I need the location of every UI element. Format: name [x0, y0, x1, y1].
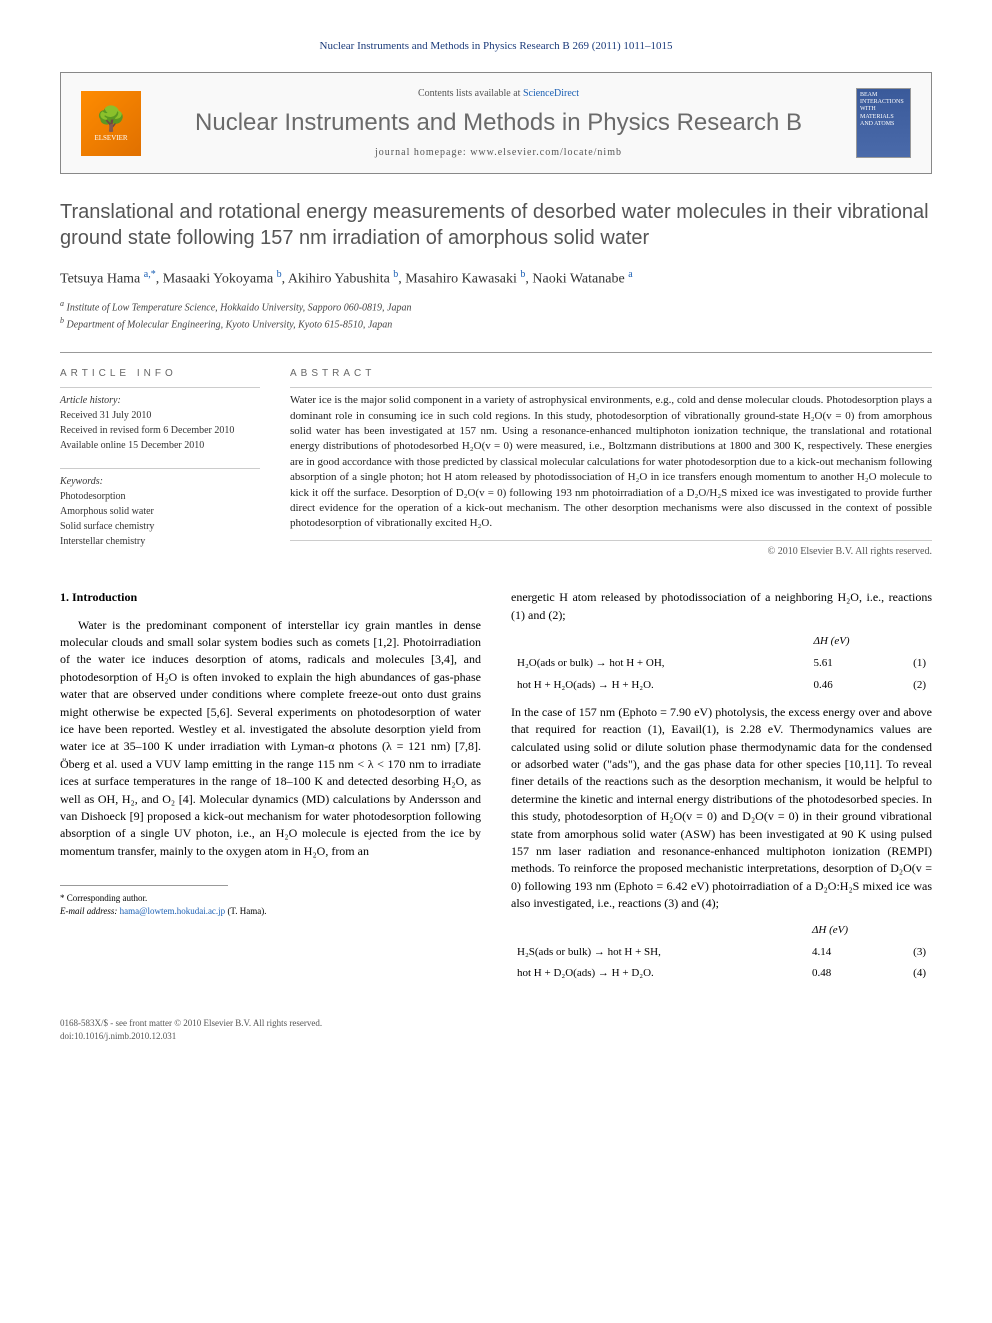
article-title: Translational and rotational energy meas…: [60, 199, 932, 251]
abstract-heading: ABSTRACT: [290, 368, 932, 379]
equations-3-4-table: ΔH (eV) H₂S(ads or bulk) → hot H + SH, 4…: [511, 919, 932, 987]
equation-row-2: hot H + H₂O(ads) → H + H₂O. 0.46 (2): [513, 676, 930, 696]
intro-paragraph-2: energetic H atom released by photodissoc…: [511, 589, 932, 624]
keyword: Amorphous solid water: [60, 504, 260, 519]
equation-row-4: hot H + D₂O(ads) → H + D₂O. 0.48 (4): [513, 964, 930, 984]
equations-1-2-table: ΔH (eV) H₂O(ads or bulk) → hot H + OH, 5…: [511, 630, 932, 698]
corresponding-author-note: * Corresponding author. E-mail address: …: [60, 892, 481, 917]
journal-homepage: journal homepage: www.elsevier.com/locat…: [156, 147, 841, 158]
equation-row-3: H₂S(ads or bulk) → hot H + SH, 4.14 (3): [513, 943, 930, 963]
doi-line: doi:10.1016/j.nimb.2010.12.031: [60, 1030, 932, 1043]
article-info-column: ARTICLE INFO Article history: Received 3…: [60, 368, 260, 564]
header-citation: Nuclear Instruments and Methods in Physi…: [60, 40, 932, 52]
article-info-heading: ARTICLE INFO: [60, 368, 260, 379]
journal-name: Nuclear Instruments and Methods in Physi…: [156, 109, 841, 137]
contents-available: Contents lists available at ScienceDirec…: [156, 88, 841, 99]
keyword: Solid surface chemistry: [60, 519, 260, 534]
affiliations: a Institute of Low Temperature Science, …: [60, 298, 932, 333]
abstract-text: Water ice is the major solid component i…: [290, 387, 932, 532]
body-right-column: energetic H atom released by photodissoc…: [511, 589, 932, 992]
body-two-column: 1. Introduction Water is the predominant…: [60, 589, 932, 992]
journal-cover-thumb: BEAM INTERACTIONS WITH MATERIALS AND ATO…: [856, 88, 911, 158]
page-footer: 0168-583X/$ - see front matter © 2010 El…: [60, 1017, 932, 1042]
online-date: Available online 15 December 2010: [60, 438, 260, 453]
authors-line: Tetsuya Hama a,*, Masaaki Yokoyama b, Ak…: [60, 269, 932, 288]
sciencedirect-link[interactable]: ScienceDirect: [523, 88, 579, 99]
revised-date: Received in revised form 6 December 2010: [60, 423, 260, 438]
received-date: Received 31 July 2010: [60, 408, 260, 423]
journal-box: 🌳 ELSEVIER Contents lists available at S…: [60, 72, 932, 174]
page-container: Nuclear Instruments and Methods in Physi…: [0, 0, 992, 1083]
keywords-label: Keywords:: [60, 474, 260, 489]
author-email-link[interactable]: hama@lowtem.hokudai.ac.jp: [120, 906, 226, 916]
history-label: Article history:: [60, 393, 260, 408]
equation-row-1: H₂O(ads or bulk) → hot H + OH, 5.61 (1): [513, 654, 930, 674]
divider: [60, 352, 932, 353]
abstract-copyright: © 2010 Elsevier B.V. All rights reserved…: [290, 540, 932, 557]
intro-paragraph-1: Water is the predominant component of in…: [60, 617, 481, 860]
footnote-separator: [60, 885, 228, 886]
issn-line: 0168-583X/$ - see front matter © 2010 El…: [60, 1017, 932, 1030]
keyword: Interstellar chemistry: [60, 534, 260, 549]
body-left-column: 1. Introduction Water is the predominant…: [60, 589, 481, 992]
intro-paragraph-3: In the case of 157 nm (Ephoto = 7.90 eV)…: [511, 704, 932, 913]
elsevier-logo: 🌳 ELSEVIER: [81, 91, 141, 156]
keyword: Photodesorption: [60, 489, 260, 504]
section-1-heading: 1. Introduction: [60, 589, 481, 606]
abstract-column: ABSTRACT Water ice is the major solid co…: [290, 368, 932, 564]
